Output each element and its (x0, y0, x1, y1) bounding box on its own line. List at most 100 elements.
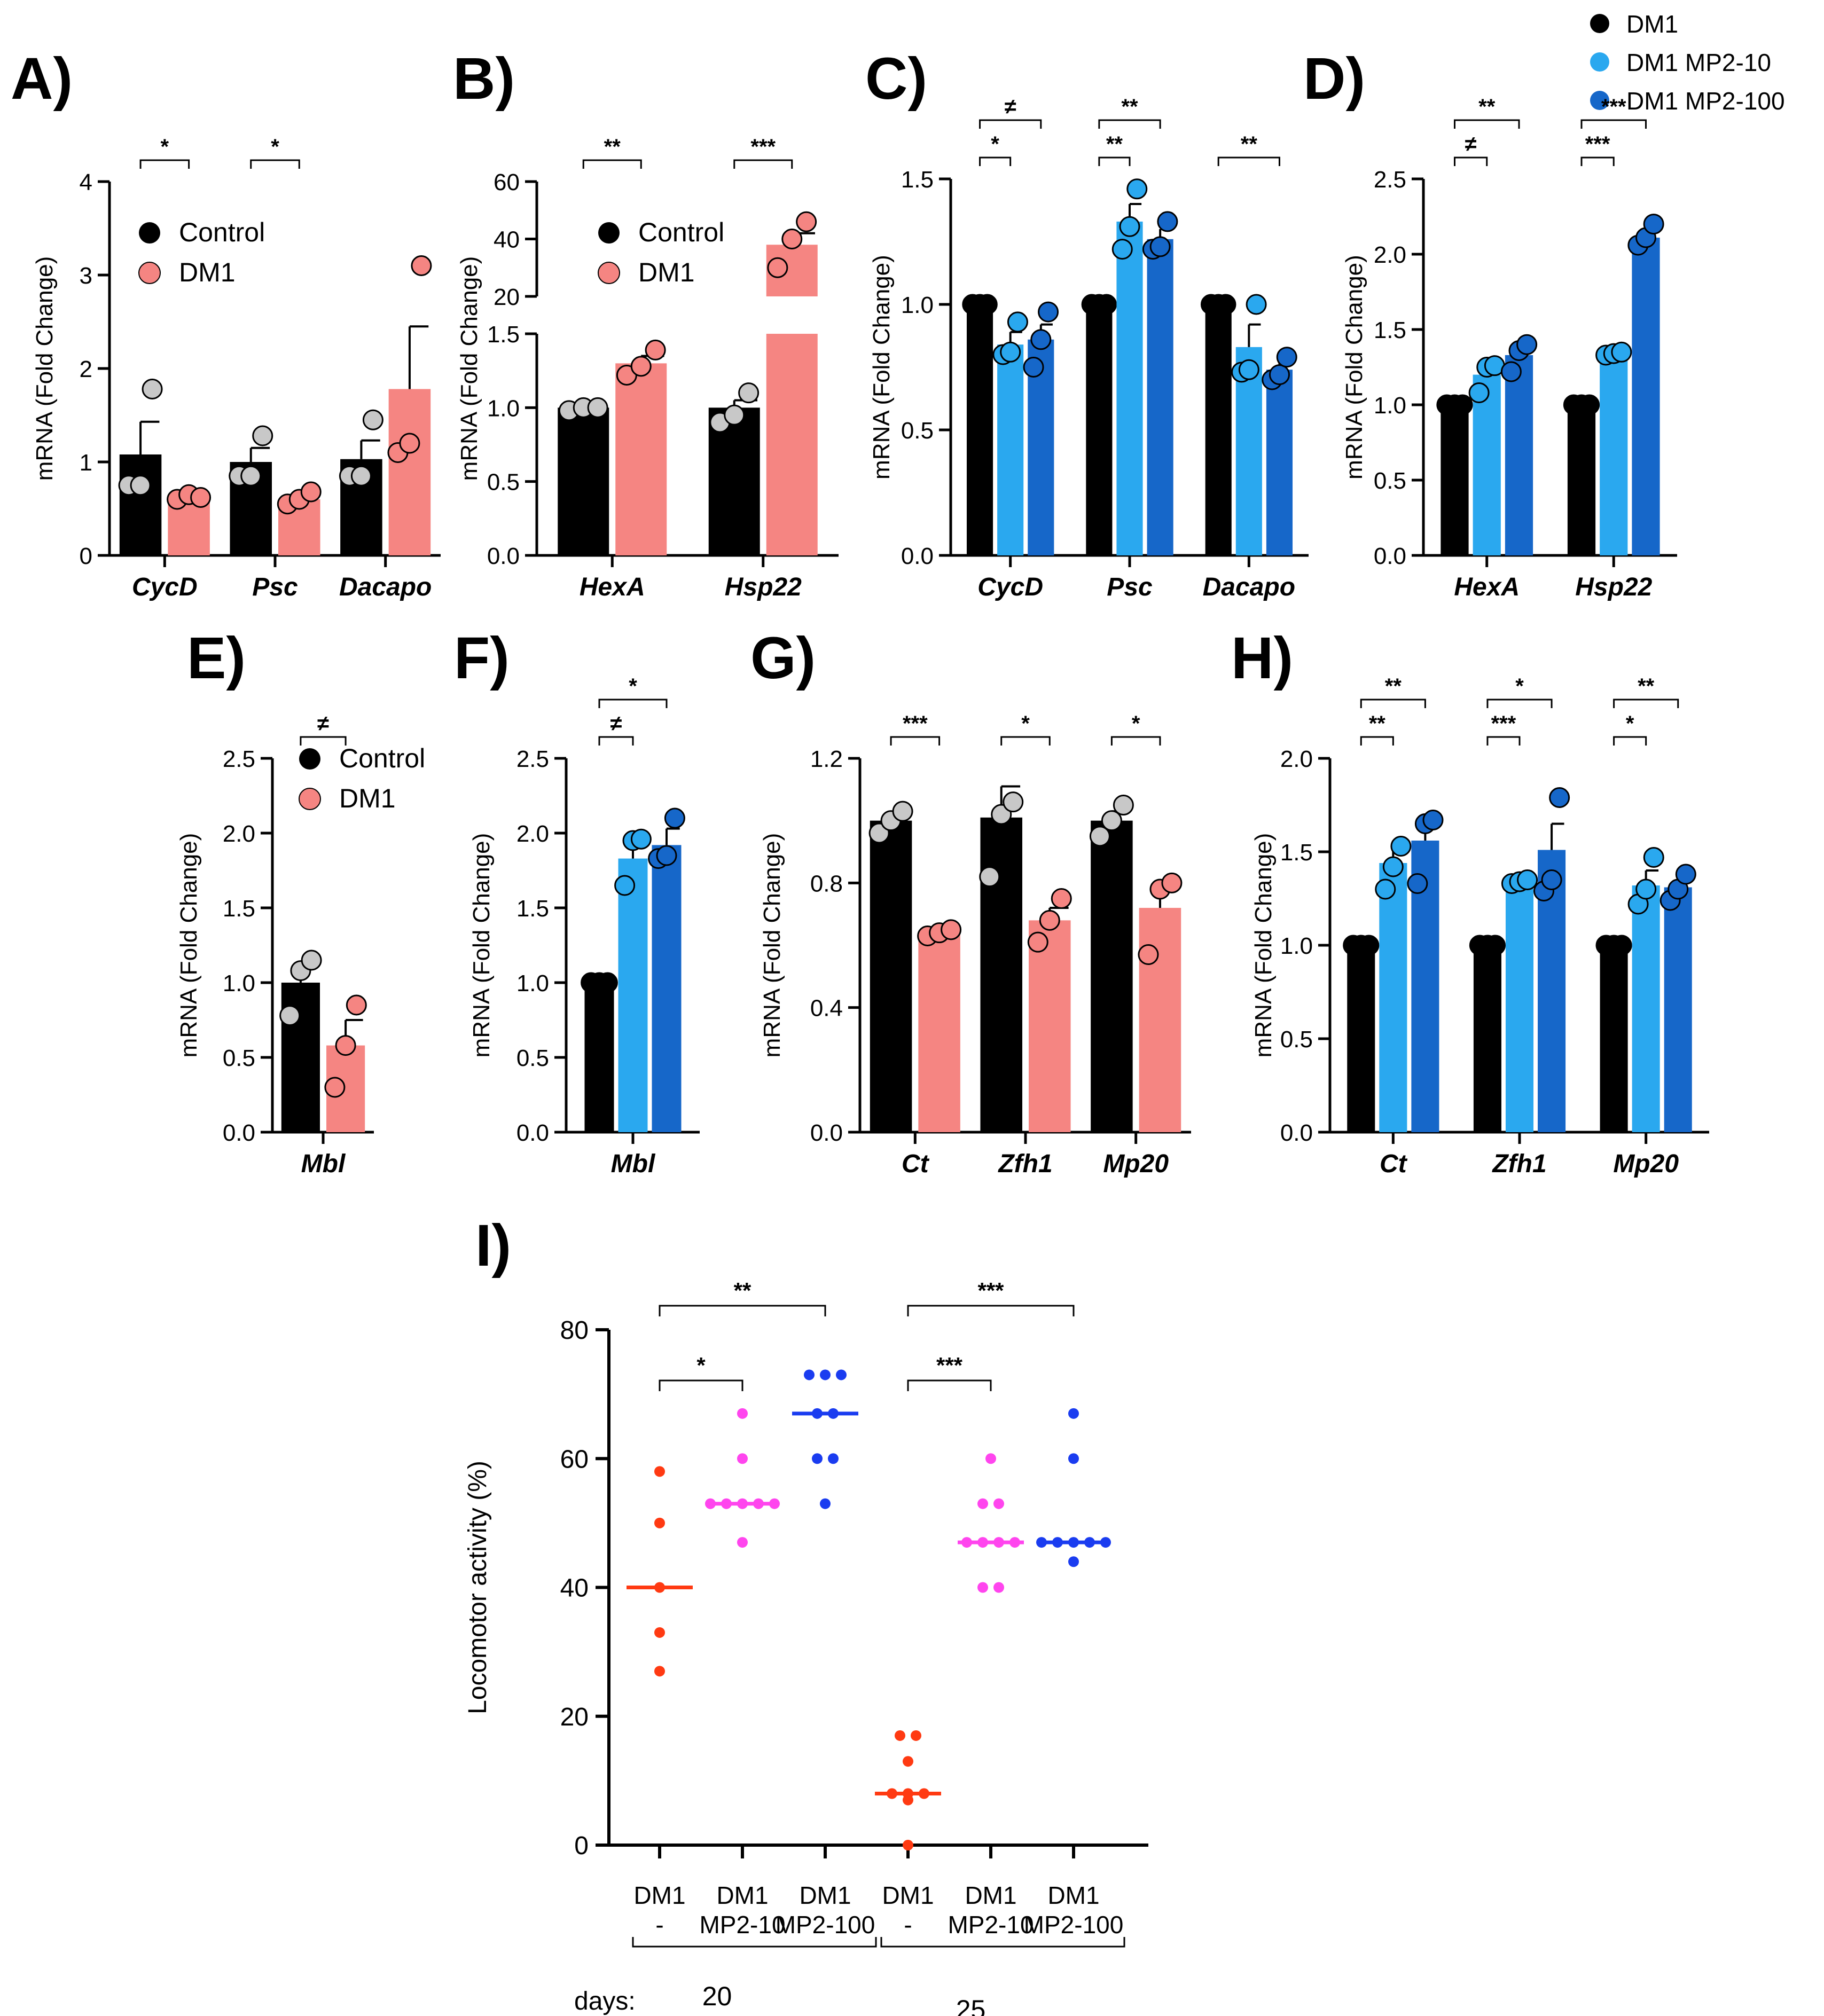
data-point (1246, 294, 1267, 315)
y-tick-label: 1.2 (810, 746, 843, 772)
significance-bracket (1580, 156, 1615, 166)
bar (652, 845, 682, 1132)
y-tick-label: 1.0 (516, 970, 549, 997)
bar (1086, 304, 1113, 555)
y-axis-label: mRNA (Fold Change) (759, 833, 785, 1058)
x-tick-label-sub: MP2-10 (699, 1911, 785, 1939)
significance-bracket (979, 156, 1012, 166)
significance-label: * (696, 1353, 706, 1378)
panel-title: C) (865, 46, 927, 112)
significance-bracket (907, 1305, 1075, 1316)
y-tick-label: 2.0 (223, 821, 255, 847)
data-point (1468, 382, 1490, 403)
data-point (836, 1369, 847, 1380)
data-point (911, 1730, 921, 1741)
data-point (1138, 944, 1159, 965)
y-tick-label: 0.0 (1374, 543, 1406, 569)
data-point (362, 409, 383, 430)
data-point (335, 1035, 356, 1056)
bar (119, 454, 162, 555)
significance-bracket (1580, 119, 1647, 129)
legend-marker (1590, 14, 1609, 33)
bar (388, 389, 431, 555)
y-tick-label: 0.0 (516, 1120, 549, 1146)
y-tick-label: 0.0 (901, 543, 934, 569)
y-axis-label: mRNA (Fold Change) (468, 833, 495, 1058)
significance-bracket (1098, 156, 1131, 166)
y-tick-label: 1.5 (901, 167, 934, 193)
bar (1600, 354, 1628, 555)
significance-bracket (1613, 699, 1679, 708)
significance-bracket (979, 119, 1042, 129)
bar (1567, 405, 1596, 555)
x-tick-label: Mbl (611, 1150, 656, 1178)
data-point (820, 1498, 831, 1509)
y-tick-label: 1.5 (1374, 317, 1406, 343)
data-point (190, 487, 212, 508)
significance-bracket (1486, 699, 1553, 708)
data-point (796, 211, 817, 232)
significance-label: ** (1121, 95, 1138, 119)
y-tick-label: 20 (494, 284, 520, 310)
x-tick-label-sub: MP2-100 (1024, 1911, 1124, 1939)
bar (1139, 908, 1181, 1132)
significance-label: * (629, 674, 637, 698)
significance-label: * (1626, 712, 1634, 735)
legend-label: Control (339, 743, 425, 773)
bar (766, 334, 818, 555)
data-point (654, 1517, 665, 1528)
bar (1664, 887, 1692, 1132)
significance-bracket (598, 699, 668, 708)
bar (618, 858, 648, 1132)
bar (980, 817, 1022, 1132)
x-tick-label: Ct (1380, 1150, 1408, 1178)
data-point (1111, 239, 1133, 260)
data-point (1000, 341, 1021, 363)
data-point (1038, 301, 1059, 323)
y-tick-label: 2.0 (1374, 242, 1406, 268)
y-tick-label: 3 (80, 263, 92, 289)
bar (615, 363, 667, 555)
data-point (903, 1794, 913, 1806)
bar (1441, 405, 1469, 555)
data-point (1643, 214, 1664, 235)
significance-label: *** (936, 1353, 963, 1378)
significance-label: ** (1369, 712, 1386, 735)
y-axis-label: mRNA (Fold Change) (868, 255, 895, 480)
x-tick-label: Zfh1 (1491, 1150, 1546, 1178)
y-axis-label: Locomotor activity (%) (464, 1461, 492, 1714)
significance-bracket (139, 159, 190, 169)
y-tick-label: 0.5 (901, 418, 934, 444)
y-axis-label: mRNA (Fold Change) (456, 256, 482, 481)
data-point (724, 404, 745, 426)
data-point (411, 255, 432, 276)
significance-label: ** (1478, 95, 1496, 119)
data-point (1549, 787, 1570, 808)
data-point (597, 972, 618, 993)
significance-bracket (1217, 156, 1280, 166)
y-tick-label: 0.4 (810, 995, 843, 1022)
data-point (346, 994, 367, 1016)
bar (1505, 882, 1534, 1132)
data-point (142, 379, 163, 399)
y-tick-label: 2.5 (223, 746, 255, 772)
data-point (993, 1498, 1004, 1509)
significance-label: * (1515, 674, 1524, 698)
legend-label: Control (179, 217, 265, 247)
x-tick-label: HexA (1454, 573, 1520, 601)
data-point (654, 1666, 665, 1677)
data-point (1517, 869, 1538, 890)
x-tick-label: DM1 (965, 1881, 1016, 1909)
y-tick-label: 80 (560, 1316, 589, 1345)
significance-label: *** (1601, 95, 1626, 119)
significance-label: * (271, 135, 279, 159)
day-label: 20 (702, 1981, 732, 2011)
bar (281, 983, 320, 1132)
data-point (941, 919, 962, 940)
data-point (1422, 810, 1444, 830)
legend-label: Control (638, 217, 724, 247)
bar (1505, 355, 1533, 555)
y-tick-label: 0.0 (223, 1120, 255, 1146)
data-point (656, 845, 677, 866)
